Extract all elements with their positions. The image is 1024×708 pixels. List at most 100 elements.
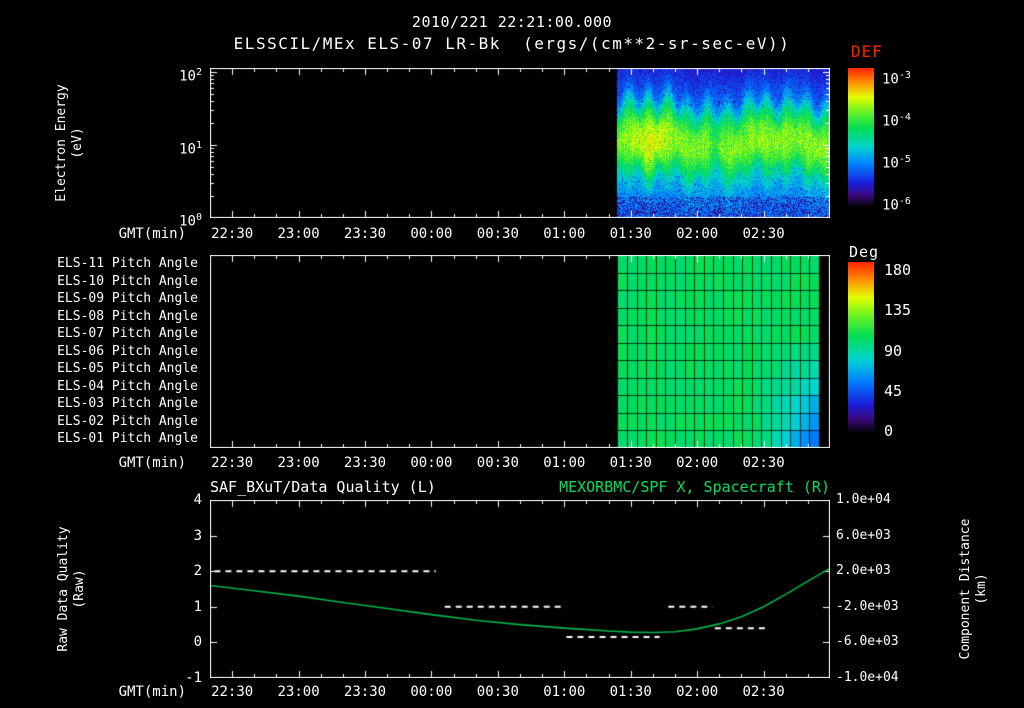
distance-tick-label: 1.0e+04 [836,492,891,507]
x-tick-label: 01:00 [543,455,586,471]
x-tick-label: 00:30 [476,226,519,242]
x-tick-label: 01:00 [543,684,586,700]
x-tick-label: 02:30 [742,684,785,700]
deg-colorbar-tick-labels: 180 135 90 45 0 [884,261,944,447]
quality-and-spacecraft-plot [210,500,830,678]
distance-tick-label: -2.0e+03 [836,598,899,614]
pitch-row-label: ELS-08 Pitch Angle [57,308,198,324]
pitch-row-label: ELS-01 Pitch Angle [57,431,198,447]
x-tick-label: 00:30 [476,455,519,471]
deg-tick-label: 45 [884,382,903,400]
quality-tick-label: 2 [193,563,202,580]
power-base: 10 [882,113,899,130]
x-tick-label: 02:00 [676,455,719,471]
quality-tick-label: 3 [193,527,202,544]
x-tick-label: 02:00 [676,226,719,242]
distance-axis-tick-labels: 1.0e+04 6.0e+03 2.0e+03 -2.0e+03 -6.0e+03 -1.… [836,492,908,690]
gmt-axis-label: GMT(min) [118,684,186,700]
pitch-row-label: ELS-07 Pitch Angle [57,326,198,342]
deg-tick-label: 180 [884,261,912,279]
pitch-angle-plot [210,255,830,448]
power-exponent: 0 [195,212,202,223]
flux-tick-label: 10-4 [882,109,954,130]
pitch-row-label: ELS-10 Pitch Angle [57,273,198,289]
x-tick-label: 22:30 [211,455,254,471]
quality-tick-label: 1 [193,598,202,615]
pitch-row-label: ELS-03 Pitch Angle [57,396,198,412]
pitch-row-label: ELS-04 Pitch Angle [57,378,198,394]
x-tick-label: 23:00 [277,226,320,242]
deg-colorbar [848,262,874,432]
power-base: 10 [882,71,899,88]
raw-data-quality-axis-label: Raw Data Quality (Raw) [56,526,87,652]
def-colorbar [848,68,874,206]
electron-energy-spectrogram-plot [210,68,830,218]
power-exponent: 2 [195,67,202,78]
deg-tick-label: 135 [884,301,912,319]
distance-tick-label: -6.0e+03 [836,634,899,650]
quality-tick-label: -1 [185,670,202,686]
time-axis-spectrogram: 22:30 23:00 23:30 00:00 00:30 01:00 01:30 02:00… [210,226,830,244]
gmt-axis-label: GMT(min) [118,226,186,242]
component-distance-axis-label: Component Distance (km) [958,518,989,660]
energy-tick-label: 102 [150,64,202,85]
x-tick-label: 01:00 [543,226,586,242]
time-axis-pitch: 22:30 23:00 23:30 00:00 00:30 01:00 01:30 02:00… [210,455,830,473]
energy-tick-label: 101 [150,137,202,158]
power-base: 10 [882,197,899,214]
power-base: 10 [179,213,196,230]
deg-tick-label: 90 [884,342,903,360]
power-base: 10 [179,141,196,158]
x-tick-label: 02:30 [742,226,785,242]
x-tick-label: 22:30 [211,684,254,700]
x-tick-label: 00:00 [410,684,453,700]
x-tick-label: 01:30 [609,684,652,700]
flux-tick-label: 10-3 [882,67,954,88]
energy-axis-label: Electron Energy (eV) [54,84,85,202]
power-exponent: 1 [195,140,202,151]
x-tick-label: 01:30 [609,455,652,471]
def-colorbar-title: DEF [851,42,883,61]
x-tick-label: 23:30 [343,226,387,242]
timestamp-title: 2010/221 22:21:00.000 [411,13,613,31]
distance-tick-label: 2.0e+03 [836,563,891,579]
gmt-axis-label: GMT(min) [118,455,186,471]
quality-tick-label: 0 [193,634,202,651]
x-tick-label: 00:30 [476,684,519,700]
quality-panel-right-title: MEXORBMC/SPF X, Spacecraft (R) [559,478,830,496]
quality-axis-tick-labels: 4 3 2 1 0 -1 [158,492,202,690]
pitch-row-label: ELS-11 Pitch Angle [57,256,198,271]
quality-panel-left-title: SAF_BXuT/Data Quality (L) [210,478,436,496]
pitch-row-label: ELS-05 Pitch Angle [57,361,198,377]
x-tick-label: 01:30 [609,226,652,242]
x-tick-label: 00:00 [410,226,453,242]
x-tick-label: 23:00 [277,684,320,700]
power-exponent: -5 [898,154,911,165]
time-axis-quality: 22:30 23:00 23:30 00:00 00:30 01:00 01:30 02:00… [210,684,830,702]
distance-tick-label: -1.0e+04 [836,670,899,685]
x-tick-label: 00:00 [410,455,453,471]
pitch-row-label: ELS-09 Pitch Angle [57,291,198,307]
x-tick-label: 02:00 [676,684,719,700]
power-exponent: -6 [898,196,911,207]
deg-tick-label: 0 [884,422,894,440]
def-colorbar-tick-labels: 10-3 10-4 10-5 10-6 [882,68,954,218]
power-base: 10 [882,155,899,172]
pitch-row-label: ELS-06 Pitch Angle [57,343,198,359]
pitch-angle-row-labels: ELS-11 Pitch Angle ELS-10 Pitch Angle ELS-… [0,255,204,448]
x-tick-label: 23:30 [343,455,387,471]
power-exponent: -4 [898,112,911,123]
x-tick-label: 23:00 [277,455,320,471]
flux-tick-label: 10-6 [882,193,954,214]
dataset-title: ELSSCIL/MEx ELS-07 LR-Bk (ergs/(cm**2-sr… [233,34,791,53]
x-tick-label: 22:30 [211,226,254,242]
flux-tick-label: 10-5 [882,151,954,172]
distance-tick-label: 6.0e+03 [836,527,891,543]
energy-tick-label: 100 [150,209,202,230]
x-tick-label: 23:30 [343,684,387,700]
quality-tick-label: 4 [193,492,202,508]
pitch-row-label: ELS-02 Pitch Angle [57,413,198,429]
energy-axis-tick-labels: 102 101 100 [150,67,202,230]
power-base: 10 [179,68,196,85]
